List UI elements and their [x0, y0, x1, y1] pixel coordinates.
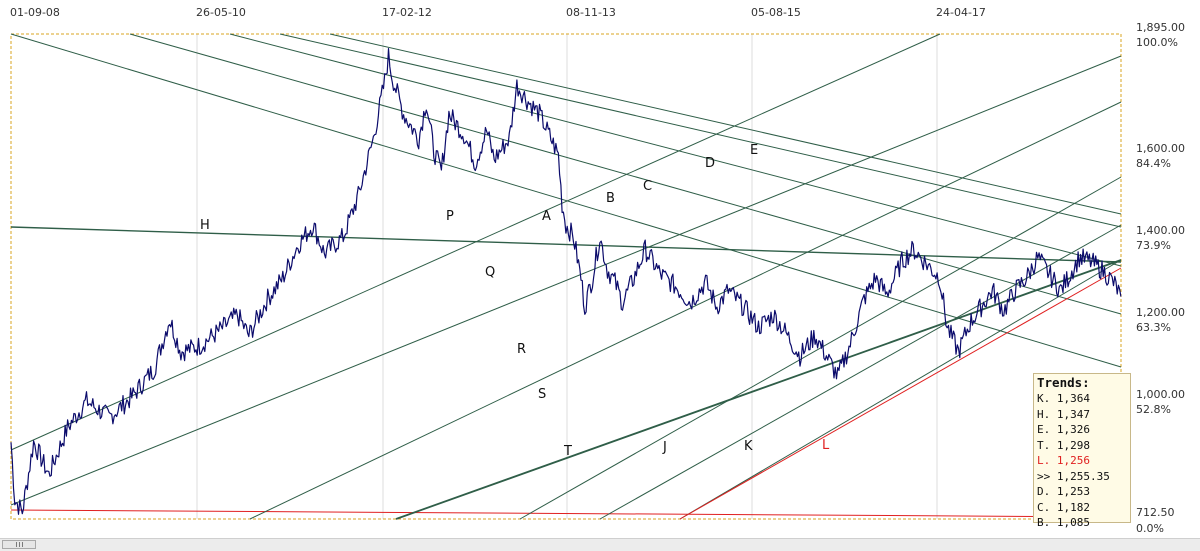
x-tick-label: 05-08-15	[751, 6, 801, 19]
trendline	[229, 33, 1122, 267]
trend-row: E. 1,326	[1037, 423, 1090, 436]
trends-panel: Trends: K. 1,364 H. 1,347 E. 1,326 T. 1,298…	[1033, 373, 1131, 529]
trendline-label-q: Q	[485, 265, 495, 280]
scrollbar-thumb[interactable]	[2, 540, 36, 549]
trend-row: B. 1,085	[1037, 516, 1090, 529]
trendline	[10, 33, 1122, 368]
trendline	[249, 101, 1122, 520]
trendline	[519, 176, 1122, 520]
trendline-label-b: B	[606, 191, 615, 206]
x-tick-label: 24-04-17	[936, 6, 986, 19]
x-axis-ticks: 01-09-08 26-05-10 17-02-12 08-11-13 05-08-15…	[10, 6, 986, 19]
trendline	[395, 259, 1122, 520]
y-tick-label: 1,600.00	[1136, 142, 1185, 155]
y-tick-percent: 63.3%	[1136, 321, 1171, 334]
trendline	[10, 226, 1122, 263]
y-tick-label: 1,400.00	[1136, 224, 1185, 237]
trend-row: T. 1,298	[1037, 438, 1090, 452]
x-tick-label: 26-05-10	[196, 6, 246, 19]
trendline-label-j: J	[662, 440, 667, 455]
price-series	[10, 48, 1122, 515]
trend-row: L. 1,256	[1037, 454, 1090, 467]
trendline	[679, 259, 1122, 520]
trendline	[129, 33, 1122, 315]
y-tick-percent: 84.4%	[1136, 157, 1171, 170]
trend-row: H. 1,347	[1037, 407, 1090, 421]
y-tick-label: 1,000.00	[1136, 388, 1185, 401]
x-tick-label: 01-09-08	[10, 6, 60, 19]
trendline-label-r: R	[517, 342, 526, 357]
trendline-label-c: C	[643, 179, 652, 194]
y-tick-label: 1,895.00	[1136, 21, 1185, 34]
trendline-label-s: S	[538, 387, 546, 402]
y-axis-ticks: 1,895.00 100.0% 1,600.00 84.4% 1,400.00 73.9%…	[1136, 21, 1185, 535]
trendline-label-e: E	[750, 143, 758, 158]
trendline-label-l: L	[822, 438, 830, 453]
trendline-labels: H P A B C D E Q R S T J K L	[200, 143, 830, 459]
trendline	[10, 509, 1122, 518]
y-tick-percent: 0.0%	[1136, 522, 1164, 535]
trendline	[679, 267, 1122, 520]
x-tick-label: 17-02-12	[382, 6, 432, 19]
trend-row: K. 1,364	[1037, 392, 1090, 405]
horizontal-scrollbar[interactable]	[0, 538, 1200, 551]
trendline-label-a: A	[542, 209, 551, 224]
y-tick-label: 712.50	[1136, 506, 1175, 519]
trend-row: C. 1,182	[1037, 500, 1090, 514]
trendline	[10, 33, 941, 451]
trendline-label-h: H	[200, 218, 210, 233]
x-tick-label: 08-11-13	[566, 6, 616, 19]
trendline-label-d: D	[705, 156, 715, 171]
plot-frame	[10, 33, 1122, 520]
trendline	[329, 33, 1122, 215]
trendline-label-k: K	[744, 439, 753, 454]
trendlines	[10, 33, 1122, 520]
trend-row: D. 1,253	[1037, 485, 1090, 498]
y-tick-percent: 100.0%	[1136, 36, 1178, 49]
trendline	[279, 33, 1122, 228]
price-line	[10, 48, 1122, 515]
trends-title: Trends:	[1037, 375, 1090, 390]
trendline-label-t: T	[563, 444, 572, 459]
y-tick-percent: 52.8%	[1136, 403, 1171, 416]
trend-row: >> 1,255.35	[1037, 469, 1110, 483]
y-tick-percent: 73.9%	[1136, 239, 1171, 252]
trends-list: K. 1,364 H. 1,347 E. 1,326 T. 1,298 L. 1,256…	[1037, 391, 1127, 531]
trendline-label-p: P	[446, 209, 454, 224]
y-tick-label: 1,200.00	[1136, 306, 1185, 319]
trendline	[10, 55, 1122, 506]
